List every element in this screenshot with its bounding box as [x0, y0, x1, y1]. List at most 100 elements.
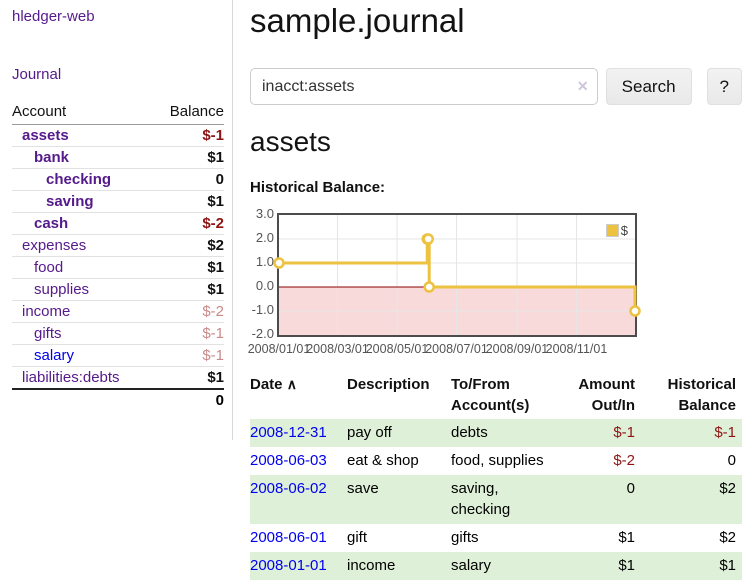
register-header-row: Date ∧ Description To/From Account(s) Am…: [250, 371, 742, 419]
sidebar-account-expenses[interactable]: expenses: [22, 237, 87, 254]
account-balance: $-2: [152, 300, 224, 323]
sidebar-account-cash[interactable]: cash: [34, 215, 69, 232]
search-form: ✕ Search ?: [250, 68, 742, 105]
search-input-wrap: ✕: [250, 68, 598, 105]
account-row: income $-2: [12, 300, 224, 323]
y-axis-tick-label: 3.0: [255, 206, 274, 221]
account-row: checking 0: [12, 168, 224, 191]
y-axis-tick-label: 0.0: [255, 278, 274, 293]
chart-legend: $: [605, 223, 628, 238]
accounts-total-row: 0: [12, 388, 224, 411]
transaction-balance: $1: [719, 556, 736, 574]
sidebar-account-supplies[interactable]: supplies: [34, 281, 90, 298]
register-row: 2008-06-02 save saving, checking 0 $2: [250, 474, 742, 524]
y-axis-tick-label: 1.0: [255, 254, 274, 269]
account-balance: $-2: [152, 212, 224, 235]
register-row: 2008-06-01 gift gifts $1 $2: [250, 524, 742, 552]
account-balance: $-1: [152, 344, 224, 367]
transaction-date-link[interactable]: 2008-12-31: [250, 424, 327, 441]
account-balance: $1: [152, 256, 224, 279]
chart-plot-area[interactable]: $: [273, 213, 641, 337]
data-point-marker: [629, 305, 641, 317]
transaction-balance: $2: [719, 479, 736, 497]
accounts-total-balance: 0: [152, 388, 224, 411]
account-row: liabilities:debts $1: [12, 366, 224, 390]
sidebar-item-journal[interactable]: Journal: [12, 66, 62, 83]
search-input[interactable]: [250, 68, 598, 105]
chart-label: Historical Balance:: [250, 179, 386, 196]
register-table-body: 2008-12-31 pay off debts $-1 $-1 2008-06-03 ea…: [250, 419, 742, 580]
account-row: supplies $1: [12, 278, 224, 301]
transaction-accounts: gifts: [451, 529, 479, 546]
sort-asc-icon: ∧: [286, 376, 297, 392]
y-axis-tick-label: -2.0: [251, 326, 274, 341]
account-balance: $-1: [152, 124, 224, 147]
transaction-amount: $-1: [613, 424, 635, 441]
register-table: Date ∧ Description To/From Account(s) Am…: [250, 371, 742, 580]
search-button[interactable]: Search: [605, 68, 692, 105]
account-balance: $1: [152, 146, 224, 169]
y-axis-tick-label: 2.0: [255, 230, 274, 245]
register-header-description: Description: [347, 376, 430, 393]
account-row: gifts $-1: [12, 322, 224, 345]
sidebar-account-salary[interactable]: salary: [34, 347, 75, 364]
transaction-description: income: [347, 556, 396, 574]
account-row: cash $-2: [12, 212, 224, 235]
transaction-balance: $-1: [714, 424, 736, 441]
account-row: salary $-1: [12, 344, 224, 367]
sidebar-account-bank[interactable]: bank: [34, 149, 70, 166]
register-header-date[interactable]: Date ∧: [250, 376, 297, 393]
sidebar-account-liabilities-debts[interactable]: liabilities:debts: [22, 369, 120, 386]
register-header-amount: Amount Out/In: [578, 376, 635, 414]
transaction-date-link[interactable]: 2008-06-02: [250, 479, 327, 497]
data-point-marker: [422, 233, 434, 245]
transaction-date-link[interactable]: 2008-06-01: [250, 529, 327, 546]
accounts-table-body: assets $-1 bank $1 checking 0 saving $1 cash $-2 e…: [12, 124, 224, 390]
sidebar-account-food[interactable]: food: [34, 259, 64, 276]
x-axis-tick-label: 2008/03/01: [306, 342, 369, 356]
sidebar-account-assets[interactable]: assets: [22, 127, 69, 144]
main-content: sample.journal ✕ Search ? assets Histori…: [247, 0, 742, 580]
x-axis-tick-label: 2008/09/01: [485, 342, 549, 356]
transaction-description: gift: [347, 529, 368, 546]
sidebar-account-income[interactable]: income: [22, 303, 71, 320]
transaction-amount: $-2: [613, 451, 635, 469]
x-axis-tick-label: 2008/05/01: [365, 342, 429, 356]
transaction-description: eat & shop: [347, 451, 419, 469]
transaction-description: save: [347, 479, 379, 497]
transaction-date-link[interactable]: 2008-01-01: [250, 556, 327, 574]
sidebar-account-saving[interactable]: saving: [46, 193, 94, 210]
accounts-header-balance: Balance: [152, 101, 224, 125]
x-axis-tick-label: 2008/11/01: [545, 342, 608, 356]
transaction-amount: 0: [626, 479, 635, 497]
account-balance: $1: [152, 190, 224, 213]
register-header-accounts: To/From Account(s): [451, 376, 530, 414]
balance-chart[interactable]: 3.0 2.0 1.0 0.0 -1.0 -2.0 $2008/01/01 2008/03/0…: [247, 206, 742, 356]
transaction-amount: $1: [618, 529, 635, 546]
account-row: bank $1: [12, 146, 224, 169]
brand-link[interactable]: hledger-web: [12, 8, 95, 25]
transaction-description: pay off: [347, 424, 392, 441]
transaction-date-link[interactable]: 2008-06-03: [250, 451, 327, 469]
sidebar-account-checking[interactable]: checking: [46, 171, 112, 188]
transaction-balance: 0: [727, 451, 736, 469]
transaction-accounts: debts: [451, 424, 488, 441]
account-balance: $2: [152, 234, 224, 257]
account-row: expenses $2: [12, 234, 224, 257]
account-row: saving $1: [12, 190, 224, 213]
x-axis-tick-label: 2008/01/01: [247, 342, 311, 356]
sidebar-account-gifts[interactable]: gifts: [34, 325, 62, 342]
account-row: food $1: [12, 256, 224, 279]
transaction-accounts: food, supplies: [451, 451, 544, 469]
help-button[interactable]: ?: [706, 68, 742, 105]
data-point-marker: [273, 257, 285, 269]
legend-label: $: [620, 223, 628, 238]
account-title: assets: [250, 126, 331, 157]
data-point-marker: [423, 281, 435, 293]
account-balance: 0: [152, 168, 224, 191]
accounts-table: Account Balance assets $-1 bank $1 checking 0…: [12, 101, 224, 411]
clear-search-icon[interactable]: ✕: [576, 78, 589, 94]
transaction-accounts: saving, checking: [451, 479, 511, 519]
y-axis-tick-label: -1.0: [251, 302, 274, 317]
